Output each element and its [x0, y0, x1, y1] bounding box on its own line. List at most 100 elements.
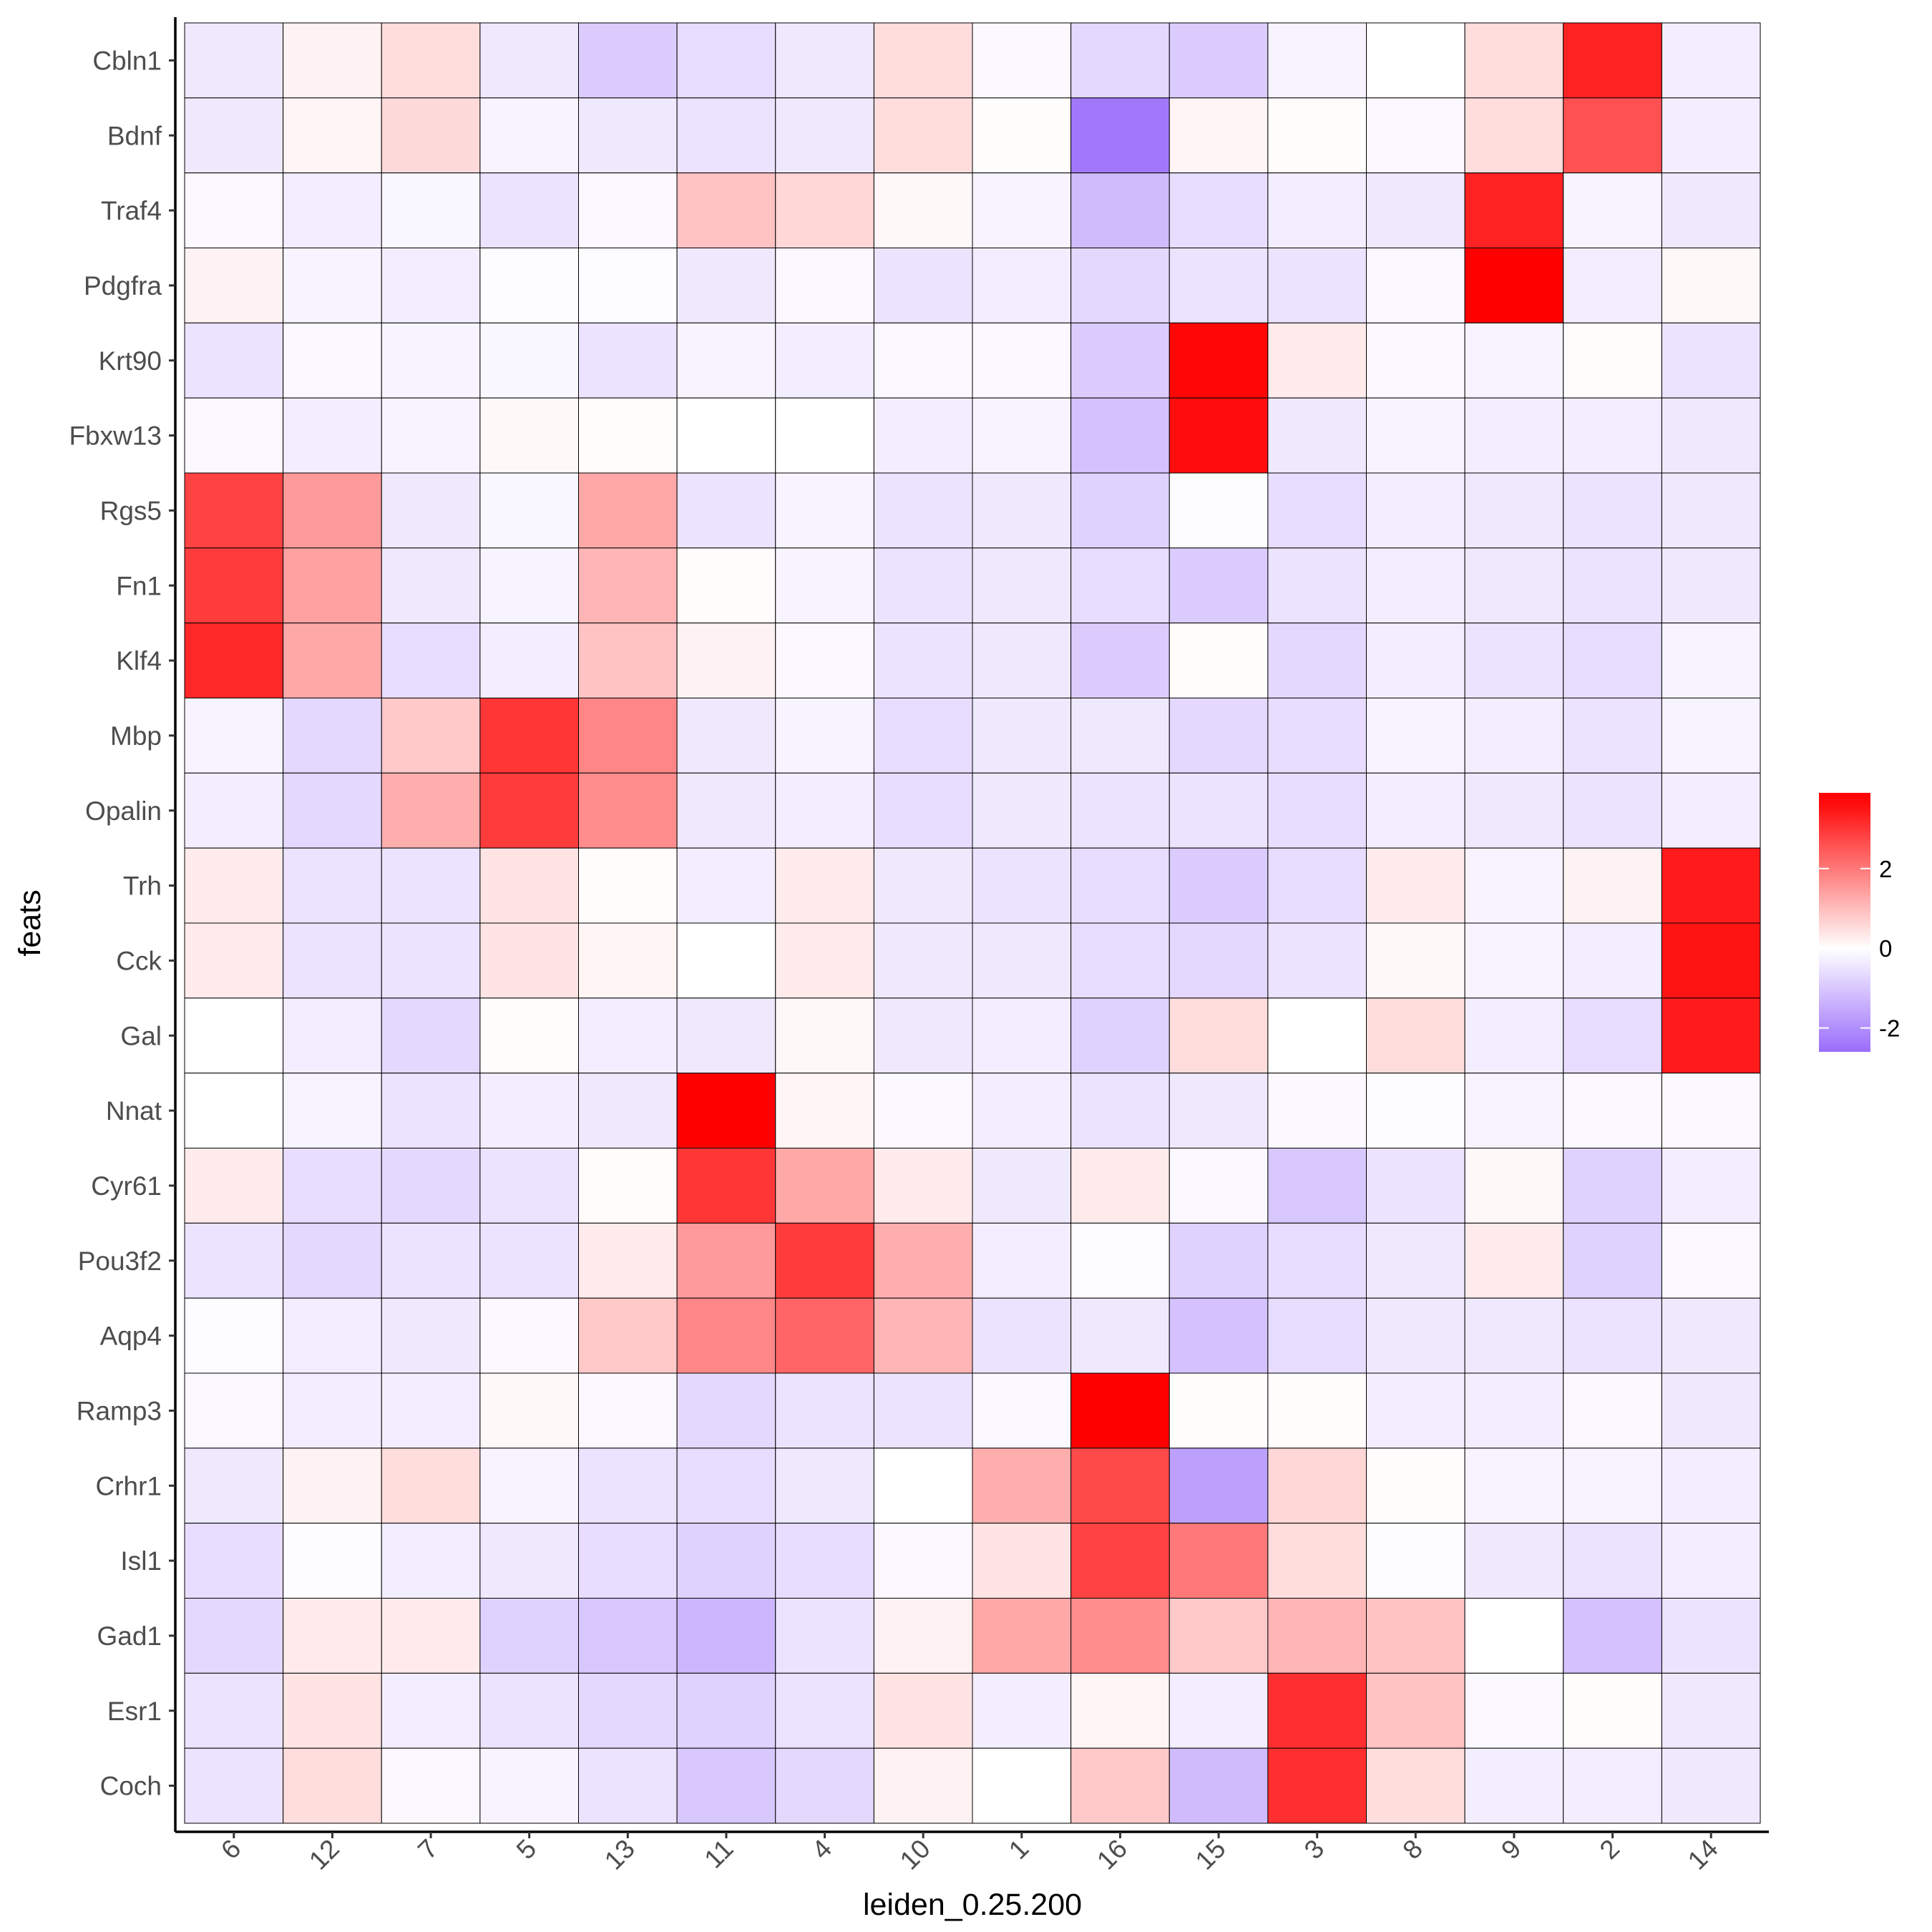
y-tick-label-Isl1: Isl1	[120, 1546, 162, 1576]
y-tick-label-Crhr1: Crhr1	[95, 1471, 162, 1501]
heatmap-cell-Krt90-6	[184, 322, 284, 399]
y-axis-title: feats	[13, 889, 47, 956]
heatmap-cell-Klf4-2	[1563, 623, 1662, 698]
heatmap-cell-Krt90-10	[873, 322, 973, 399]
heatmap-cell-Klf4-11	[676, 623, 776, 698]
heatmap-cell-Isl1-15	[1169, 1523, 1269, 1599]
heatmap-cell-Aqp4-12	[283, 1297, 382, 1374]
heatmap-cell-Mbp-12	[283, 698, 382, 774]
heatmap-cell-Ramp3-11	[676, 1372, 776, 1449]
x-tick-label-13: 13	[599, 1834, 640, 1875]
x-tick-label-4: 4	[806, 1834, 838, 1865]
heatmap-cell-Nnat-13	[578, 1073, 678, 1149]
heatmap-cell-Gad1-9	[1464, 1598, 1564, 1674]
heatmap-cell-Coch-16	[1070, 1747, 1170, 1824]
heatmap-cell-Mbp-15	[1169, 698, 1269, 774]
legend-label--2: -2	[1879, 1015, 1900, 1042]
heatmap-cell-Esr1-13	[578, 1672, 678, 1749]
heatmap-cell-Opalin-4	[775, 772, 874, 849]
heatmap-cell-Traf4-15	[1169, 172, 1269, 248]
y-tick-label-Pou3f2: Pou3f2	[78, 1246, 162, 1276]
heatmap-cell-Cck-16	[1070, 922, 1170, 999]
axes	[169, 17, 1769, 1838]
heatmap-cell-Bdnf-4	[775, 97, 874, 174]
heatmap-cell-Krt90-7	[381, 322, 481, 399]
heatmap-cell-Cbln1-2	[1563, 22, 1662, 99]
heatmap-cell-Fn1-10	[873, 547, 973, 624]
heatmap-cell-Klf4-15	[1169, 623, 1269, 698]
heatmap-cell-Klf4-3	[1267, 623, 1367, 698]
legend-label-2: 2	[1879, 856, 1892, 882]
heatmap-cell-Cck-9	[1464, 922, 1564, 999]
heatmap-cell-Bdnf-6	[184, 97, 284, 174]
heatmap-cell-Fbxw13-5	[479, 397, 580, 474]
y-tick-label-Trh: Trh	[123, 872, 162, 901]
heatmap-cell-Cck-11	[676, 922, 776, 999]
heatmap-cell-Krt90-2	[1563, 322, 1662, 399]
heatmap-cell-Bdnf-7	[381, 97, 481, 174]
heatmap-cell-Bdnf-11	[676, 97, 776, 174]
heatmap-cell-Trh-3	[1267, 847, 1367, 924]
y-tick-label-Gad1: Gad1	[97, 1621, 162, 1651]
heatmap-cell-Coch-12	[283, 1747, 382, 1824]
heatmap-cell-Gad1-13	[578, 1598, 678, 1674]
x-tick-label-2: 2	[1594, 1834, 1626, 1865]
heatmap-cell-Bdnf-16	[1070, 97, 1170, 174]
heatmap-cell-Nnat-7	[381, 1073, 481, 1149]
y-tick-label-Coch: Coch	[100, 1772, 162, 1801]
x-tick-label-11: 11	[698, 1834, 738, 1874]
heatmap-cell-Rgs5-10	[873, 472, 973, 549]
heatmap-cell-Gal-16	[1070, 997, 1170, 1074]
heatmap-cell-Rgs5-7	[381, 472, 481, 549]
heatmap-cell-Esr1-8	[1366, 1672, 1465, 1749]
heatmap-cell-Trh-12	[283, 847, 382, 924]
heatmap-cell-Cyr61-6	[184, 1148, 284, 1224]
heatmap-cell-Esr1-7	[381, 1672, 481, 1749]
heatmap-cell-Opalin-11	[676, 772, 776, 849]
heatmap-cell-Mbp-8	[1366, 698, 1465, 774]
heatmap-cell-Cck-4	[775, 922, 874, 999]
y-tick-label-Cck: Cck	[116, 946, 162, 975]
heatmap-cell-Ramp3-5	[479, 1372, 580, 1449]
heatmap-cell-Gal-8	[1366, 997, 1465, 1074]
heatmap-cell-Pou3f2-1	[972, 1222, 1072, 1299]
heatmap-cell-Cbln1-12	[283, 22, 382, 99]
heatmap-cell-Trh-14	[1661, 847, 1761, 924]
heatmap-cell-Pdgfra-9	[1464, 248, 1564, 323]
heatmap-cell-Trh-9	[1464, 847, 1564, 924]
heatmap-cell-Fn1-3	[1267, 547, 1367, 624]
heatmap-cell-Isl1-16	[1070, 1523, 1170, 1599]
heatmap-cell-Gal-14	[1661, 997, 1761, 1074]
heatmap-cell-Bdnf-8	[1366, 97, 1465, 174]
heatmap-cell-Cyr61-8	[1366, 1148, 1465, 1224]
heatmap-cell-Fn1-4	[775, 547, 874, 624]
heatmap-cell-Cck-8	[1366, 922, 1465, 999]
heatmap-cell-Nnat-3	[1267, 1073, 1367, 1149]
heatmap-cell-Isl1-4	[775, 1523, 874, 1599]
heatmap-cell-Esr1-5	[479, 1672, 580, 1749]
heatmap-cell-Trh-2	[1563, 847, 1662, 924]
heatmap-cell-Crhr1-9	[1464, 1448, 1564, 1524]
heatmap-cell-Ramp3-3	[1267, 1372, 1367, 1449]
heatmap-cell-Cck-15	[1169, 922, 1269, 999]
heatmap-cell-Gad1-7	[381, 1598, 481, 1674]
heatmap-cell-Cyr61-15	[1169, 1148, 1269, 1224]
heatmap-cell-Fn1-7	[381, 547, 481, 624]
heatmap-cell-Coch-3	[1267, 1747, 1367, 1824]
heatmap-cell-Pdgfra-16	[1070, 248, 1170, 323]
heatmap-cell-Rgs5-1	[972, 472, 1072, 549]
heatmap-cell-Pdgfra-10	[873, 248, 973, 323]
heatmap-cell-Krt90-8	[1366, 322, 1465, 399]
heatmap-cell-Nnat-4	[775, 1073, 874, 1149]
heatmap-cell-Aqp4-9	[1464, 1297, 1564, 1374]
heatmap-cell-Gal-13	[578, 997, 678, 1074]
heatmap-cell-Isl1-8	[1366, 1523, 1465, 1599]
heatmap-cell-Ramp3-13	[578, 1372, 678, 1449]
heatmap-cell-Cck-7	[381, 922, 481, 999]
y-tick-label-Krt90: Krt90	[99, 346, 162, 376]
heatmap-cell-Mbp-1	[972, 698, 1072, 774]
heatmap-cell-Pou3f2-4	[775, 1222, 874, 1299]
heatmap-cell-Klf4-12	[283, 623, 382, 698]
heatmap-cell-Rgs5-8	[1366, 472, 1465, 549]
